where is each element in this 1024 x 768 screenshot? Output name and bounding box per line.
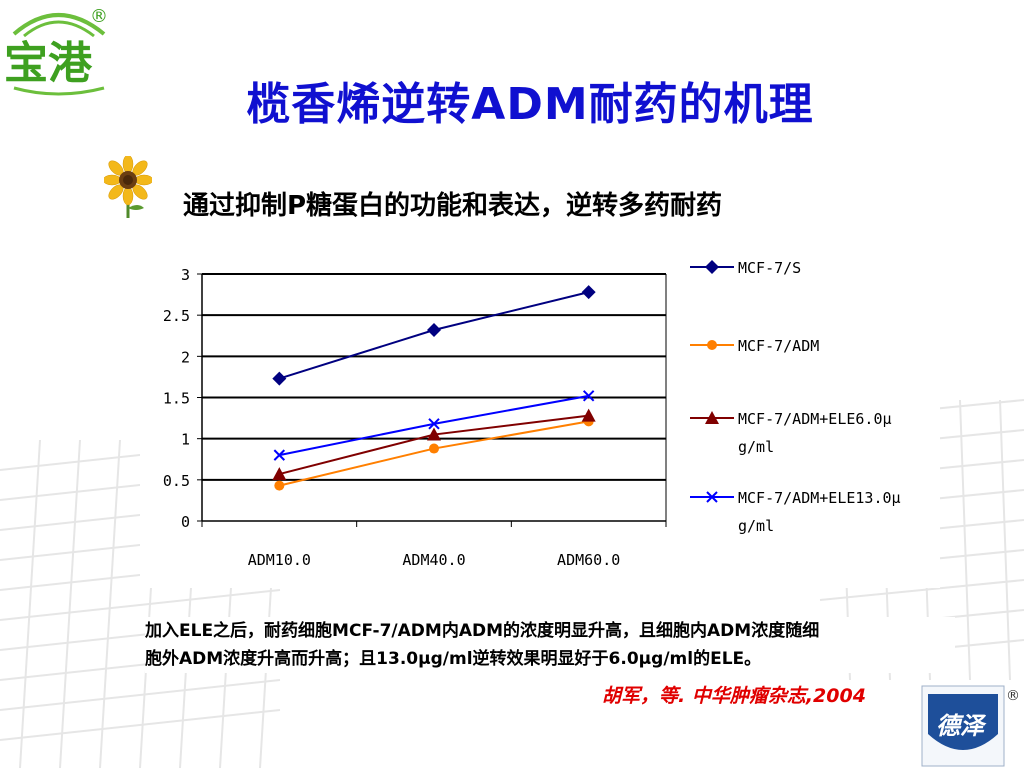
data-point bbox=[581, 285, 596, 300]
legend-label: MCF-7/ADM+ELE6.0μ bbox=[738, 410, 892, 428]
slide-note: 加入ELE之后，耐药细胞MCF-7/ADM内ADM的浓度明显升高，且细胞内ADM… bbox=[145, 617, 955, 673]
data-point bbox=[581, 408, 596, 422]
y-tick-label: 2.5 bbox=[163, 307, 190, 325]
legend-label: MCF-7/ADM bbox=[738, 337, 819, 355]
brand-registered-mark: ® bbox=[1006, 688, 1020, 704]
data-point bbox=[427, 322, 441, 337]
y-tick-label: 2 bbox=[181, 348, 190, 366]
legend-label: MCF-7/ADM+ELE13.0μ bbox=[738, 489, 901, 507]
y-tick-label: 0 bbox=[181, 513, 190, 531]
y-tick-label: 3 bbox=[181, 266, 190, 284]
note-line-1: 加入ELE之后，耐药细胞MCF-7/ADM内ADM的浓度明显升高，且细胞内ADM… bbox=[145, 621, 820, 641]
note-line-2: 胞外ADM浓度升高而升高；且13.0μg/ml逆转效果明显好于6.0μg/ml的… bbox=[145, 649, 762, 669]
legend-label: MCF-7/S bbox=[738, 259, 801, 277]
data-point bbox=[272, 371, 287, 386]
x-tick-label: ADM10.0 bbox=[248, 551, 311, 569]
legend-label: g/ml bbox=[738, 438, 774, 456]
brand-logo-text: 德泽 bbox=[936, 712, 987, 740]
brand-logo-icon: 德泽 ® bbox=[921, 685, 1020, 767]
logo-registered-mark: ® bbox=[90, 6, 108, 27]
chart-container: 0 0.5 1 1.5 2 2.5 3 ADM10.0 ADM40.0 ADM60.0 MCF-7/… bbox=[140, 248, 940, 588]
legend-label: g/ml bbox=[738, 517, 774, 535]
data-point bbox=[582, 390, 595, 402]
y-tick-label: 1 bbox=[181, 431, 190, 449]
slide-title: 榄香烯逆转ADM耐药的机理 bbox=[246, 79, 814, 130]
slide-subtitle: 通过抑制P糖蛋白的功能和表达，逆转多药耐药 bbox=[183, 191, 723, 221]
logo-icon: 宝港 ® bbox=[4, 6, 108, 96]
sunflower-icon bbox=[104, 156, 152, 218]
data-point bbox=[429, 443, 439, 454]
data-point bbox=[274, 480, 285, 491]
y-tick-label: 0.5 bbox=[163, 472, 190, 490]
legend-marker bbox=[705, 260, 719, 274]
x-tick-label: ADM40.0 bbox=[402, 551, 465, 569]
citation: 胡军，等. 中华肿瘤杂志,2004 bbox=[602, 685, 866, 707]
legend-marker bbox=[707, 340, 717, 350]
logo-text: 宝港 bbox=[4, 38, 93, 89]
legend-marker bbox=[706, 491, 718, 503]
y-tick-label: 1.5 bbox=[163, 390, 190, 408]
data-point bbox=[428, 418, 440, 430]
data-point bbox=[273, 449, 286, 461]
x-tick-label: ADM60.0 bbox=[557, 551, 620, 569]
data-point bbox=[427, 427, 441, 441]
line-chart: 0 0.5 1 1.5 2 2.5 3 ADM10.0 ADM40.0 ADM60.0 MCF-7/… bbox=[163, 259, 901, 569]
legend-marker bbox=[705, 411, 719, 424]
data-point bbox=[272, 467, 287, 481]
